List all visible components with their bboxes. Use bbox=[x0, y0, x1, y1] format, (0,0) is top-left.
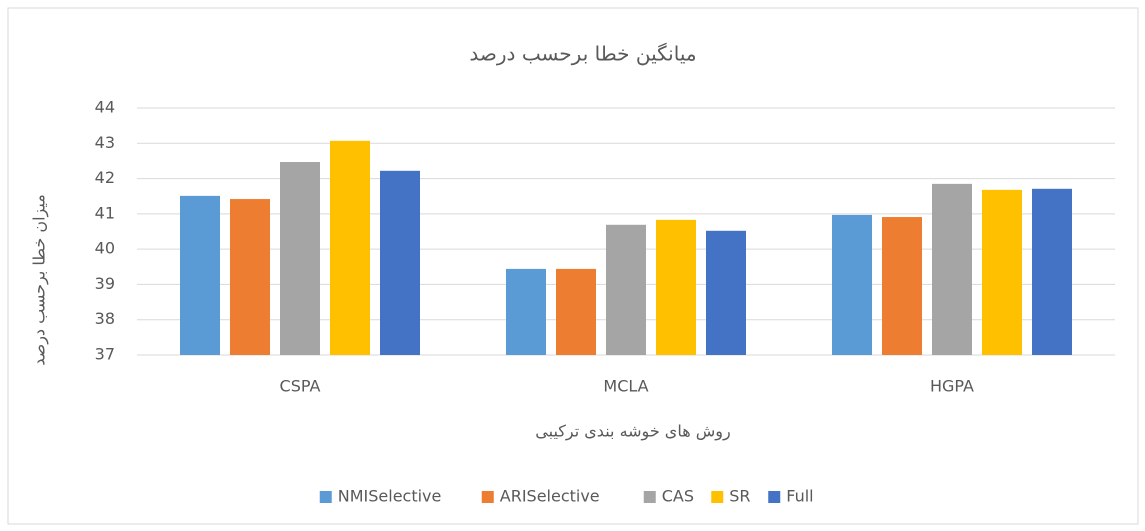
y-axis-label: میزان خطا برحسب درصد bbox=[30, 194, 50, 366]
bar bbox=[380, 170, 420, 355]
bar bbox=[180, 195, 220, 355]
bar bbox=[882, 217, 922, 355]
legend-label: CAS bbox=[662, 487, 694, 506]
chart-title: میانگین خطا برحسب درصد bbox=[469, 42, 696, 66]
bar bbox=[330, 140, 370, 355]
bar bbox=[230, 199, 270, 355]
y-tick-label: 44 bbox=[95, 98, 115, 117]
bar bbox=[606, 224, 646, 355]
x-tick-label: MCLA bbox=[603, 377, 648, 396]
legend-label: ARISelective bbox=[500, 487, 600, 506]
legend-label: NMISelective bbox=[338, 487, 442, 506]
legend-swatch bbox=[319, 491, 332, 503]
bar bbox=[982, 189, 1022, 355]
legend-label: SR bbox=[729, 487, 750, 506]
bar bbox=[280, 161, 320, 355]
y-tick-label: 38 bbox=[95, 309, 115, 328]
y-tick-label: 42 bbox=[95, 168, 115, 187]
legend-swatch bbox=[643, 491, 656, 503]
bar bbox=[932, 183, 972, 355]
bar bbox=[1032, 188, 1072, 355]
legend-swatch bbox=[768, 491, 781, 503]
x-tick-label: CSPA bbox=[280, 377, 321, 396]
bar bbox=[556, 268, 596, 355]
bar bbox=[832, 214, 872, 355]
y-tick-label: 37 bbox=[95, 345, 115, 364]
y-tick-label: 41 bbox=[95, 203, 115, 222]
x-tick-label: HGPA bbox=[930, 377, 974, 396]
bar bbox=[706, 230, 746, 355]
bar bbox=[506, 268, 546, 355]
legend-swatch bbox=[481, 491, 494, 503]
y-tick-label: 43 bbox=[95, 133, 115, 152]
legend-label: Full bbox=[786, 487, 813, 506]
bar bbox=[656, 219, 696, 355]
y-tick-label: 39 bbox=[95, 274, 115, 293]
x-axis-label: روش های خوشه بندی ترکیبی bbox=[535, 422, 730, 442]
legend-swatch bbox=[711, 491, 724, 503]
y-tick-label: 40 bbox=[95, 239, 115, 258]
